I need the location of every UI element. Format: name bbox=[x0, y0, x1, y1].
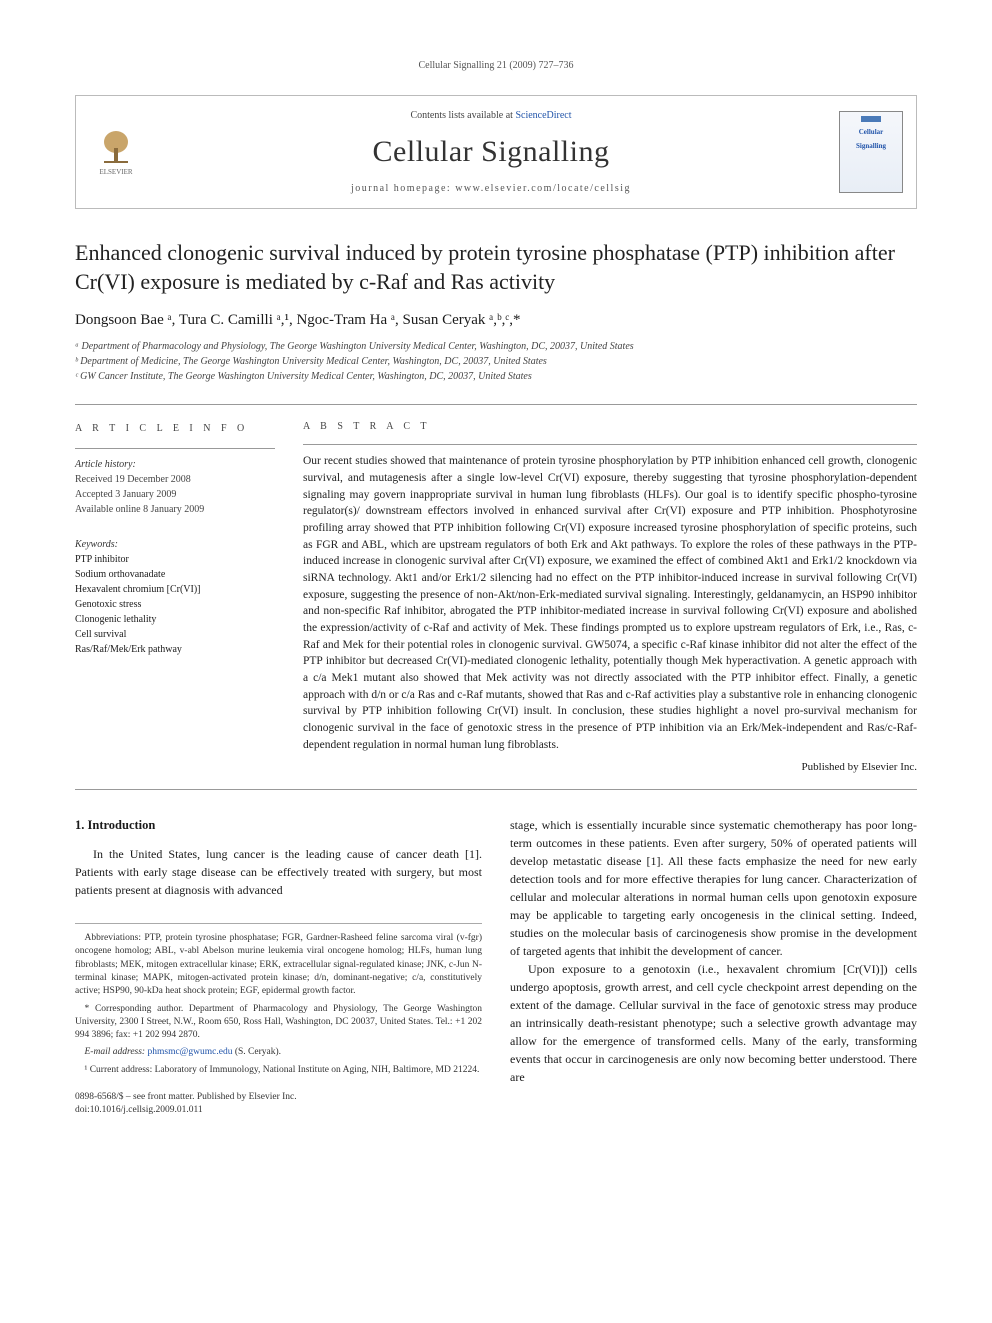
corresponding-author-footnote: * Corresponding author. Department of Ph… bbox=[75, 1003, 482, 1043]
affiliation-c: ᶜ GW Cancer Institute, The George Washin… bbox=[75, 369, 917, 384]
affiliations: ᵃ Department of Pharmacology and Physiol… bbox=[75, 339, 917, 384]
abstract-label: A B S T R A C T bbox=[303, 421, 917, 432]
affiliation-a: ᵃ Department of Pharmacology and Physiol… bbox=[75, 339, 917, 354]
intro-paragraph-1: In the United States, lung cancer is the… bbox=[75, 845, 482, 899]
contents-prefix: Contents lists available at bbox=[410, 110, 515, 121]
journal-name: Cellular Signalling bbox=[166, 135, 816, 169]
keyword-item: Clonogenic lethality bbox=[75, 612, 275, 627]
email-label: E-mail address: bbox=[85, 1047, 148, 1057]
contents-available-line: Contents lists available at ScienceDirec… bbox=[166, 110, 816, 121]
history-accepted: Accepted 3 January 2009 bbox=[75, 487, 275, 502]
author-note-1: ¹ Current address: Laboratory of Immunol… bbox=[75, 1064, 482, 1077]
body-column-right: stage, which is essentially incurable si… bbox=[510, 816, 917, 1117]
divider bbox=[75, 404, 917, 405]
article-info-column: A R T I C L E I N F O Article history: R… bbox=[75, 421, 275, 773]
journal-cover-thumb: Cellular Signalling bbox=[839, 111, 903, 193]
history-title: Article history: bbox=[75, 457, 275, 472]
authors-line: Dongsoon Bae ᵃ, Tura C. Camilli ᵃ,¹, Ngo… bbox=[75, 312, 917, 329]
abstract-column: A B S T R A C T Our recent studies showe… bbox=[303, 421, 917, 773]
intro-paragraph-3: Upon exposure to a genotoxin (i.e., hexa… bbox=[510, 960, 917, 1086]
doi-block: 0898-6568/$ – see front matter. Publishe… bbox=[75, 1091, 482, 1118]
divider bbox=[75, 448, 275, 449]
article-info-label: A R T I C L E I N F O bbox=[75, 421, 275, 436]
divider bbox=[75, 789, 917, 790]
running-head: Cellular Signalling 21 (2009) 727–736 bbox=[75, 60, 917, 71]
cover-label-1: Cellular bbox=[859, 128, 884, 136]
journal-cover-box: Cellular Signalling bbox=[826, 96, 916, 208]
elsevier-logo: ELSEVIER bbox=[86, 117, 146, 187]
corresponding-email-link[interactable]: phmsmc@gwumc.edu bbox=[147, 1047, 232, 1057]
introduction-heading: 1. Introduction bbox=[75, 816, 482, 835]
elsevier-tree-icon bbox=[96, 128, 136, 168]
keyword-item: Ras/Raf/Mek/Erk pathway bbox=[75, 642, 275, 657]
intro-paragraph-2: stage, which is essentially incurable si… bbox=[510, 816, 917, 960]
keyword-item: Genotoxic stress bbox=[75, 597, 275, 612]
cover-flag-icon bbox=[861, 116, 881, 122]
body-column-left: 1. Introduction In the United States, lu… bbox=[75, 816, 482, 1117]
affiliation-b: ᵇ Department of Medicine, The George Was… bbox=[75, 354, 917, 369]
keyword-item: PTP inhibitor bbox=[75, 552, 275, 567]
keywords-title: Keywords: bbox=[75, 537, 275, 552]
cover-label-2: Signalling bbox=[856, 142, 886, 150]
sciencedirect-link[interactable]: ScienceDirect bbox=[515, 110, 571, 121]
doi-line: doi:10.1016/j.cellsig.2009.01.011 bbox=[75, 1104, 482, 1117]
publisher-note: Published by Elsevier Inc. bbox=[303, 761, 917, 773]
footnotes: Abbreviations: PTP, protein tyrosine pho… bbox=[75, 923, 482, 1077]
keyword-item: Sodium orthovanadate bbox=[75, 567, 275, 582]
abbreviations-footnote: Abbreviations: PTP, protein tyrosine pho… bbox=[75, 932, 482, 998]
keyword-item: Cell survival bbox=[75, 627, 275, 642]
history-online: Available online 8 January 2009 bbox=[75, 502, 275, 517]
journal-homepage-line: journal homepage: www.elsevier.com/locat… bbox=[166, 183, 816, 194]
journal-masthead: ELSEVIER Contents lists available at Sci… bbox=[75, 95, 917, 209]
front-matter-line: 0898-6568/$ – see front matter. Publishe… bbox=[75, 1091, 482, 1104]
keyword-item: Hexavalent chromium [Cr(VI)] bbox=[75, 582, 275, 597]
abstract-text: Our recent studies showed that maintenan… bbox=[303, 453, 917, 753]
homepage-prefix: journal homepage: bbox=[351, 183, 455, 194]
email-suffix: (S. Ceryak). bbox=[235, 1047, 281, 1057]
history-received: Received 19 December 2008 bbox=[75, 472, 275, 487]
divider bbox=[303, 444, 917, 445]
article-title: Enhanced clonogenic survival induced by … bbox=[75, 239, 917, 296]
elsevier-label: ELSEVIER bbox=[99, 168, 132, 176]
email-footnote: E-mail address: phmsmc@gwumc.edu (S. Cer… bbox=[75, 1046, 482, 1059]
homepage-url: www.elsevier.com/locate/cellsig bbox=[455, 183, 631, 194]
publisher-logo-box: ELSEVIER bbox=[76, 96, 156, 208]
